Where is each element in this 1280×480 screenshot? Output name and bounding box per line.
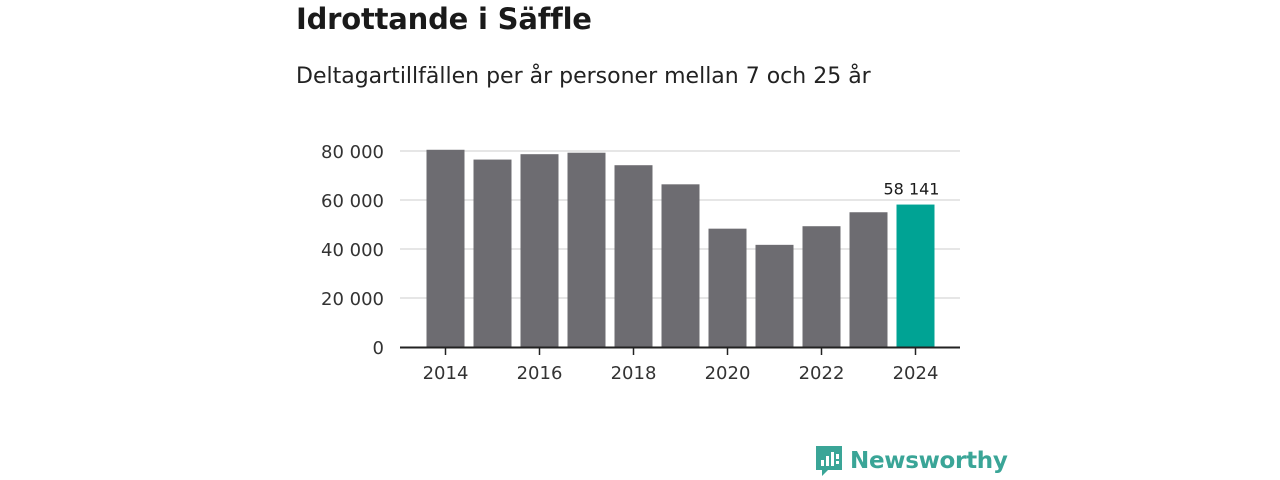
bar [426,149,465,347]
bar [755,244,794,347]
x-tick-label: 2024 [893,363,939,384]
bar-value-label: 58 141 [884,180,940,199]
bar [567,152,606,347]
x-tick-label: 2020 [705,363,751,384]
bar [708,228,747,347]
y-tick-label: 60 000 [321,191,384,212]
newsworthy-logo-icon [816,446,842,476]
y-tick-label: 80 000 [321,142,384,163]
y-tick-label: 40 000 [321,240,384,261]
bar [802,226,841,347]
x-tick-label: 2016 [517,363,563,384]
chart-title: Idrottande i Säffle [296,2,592,36]
bar-highlight [896,204,935,347]
bar [661,184,700,347]
newsworthy-logo: Newsworthy [814,444,1008,478]
y-tick-label: 0 [373,338,384,359]
x-tick-label: 2014 [423,363,469,384]
x-tick-label: 2022 [799,363,845,384]
bar [473,159,512,347]
bar [614,165,653,347]
chart-subtitle: Deltagartillfällen per år personer mella… [296,64,871,89]
brand-name: Newsworthy [850,448,1008,474]
bar [849,212,888,347]
y-tick-label: 20 000 [321,289,384,310]
x-tick-label: 2018 [611,363,657,384]
bar [520,154,559,347]
